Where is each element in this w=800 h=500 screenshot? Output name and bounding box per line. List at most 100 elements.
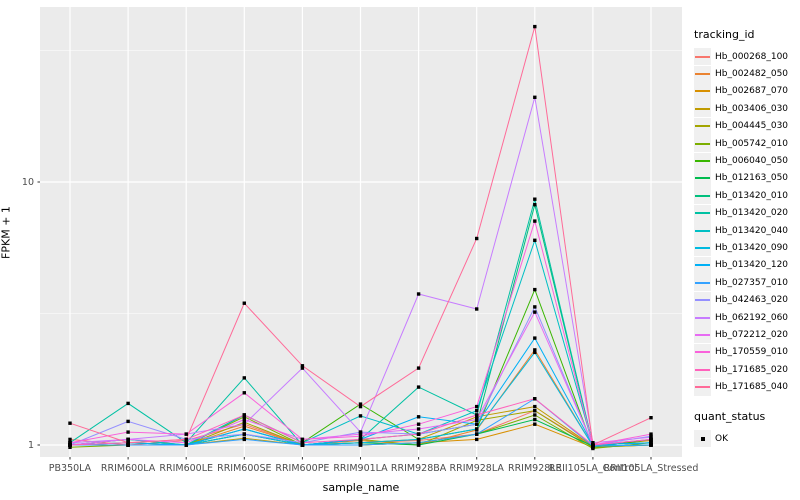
data-point [416, 443, 421, 447]
legend-label: Hb_042463_020 [715, 295, 789, 306]
data-point [358, 443, 363, 447]
legend-line-icon [695, 177, 710, 180]
data-point [242, 432, 246, 436]
legend-entry-Hb_042463_020: Hb_042463_020 [694, 291, 798, 309]
data-point [416, 427, 421, 431]
data-point [242, 422, 246, 426]
legend-key-Hb_002482_050 [694, 65, 711, 83]
data-point [475, 404, 479, 409]
legend-key-Hb_002687_070 [694, 82, 711, 100]
legend-key-Hb_027357_010 [694, 274, 711, 292]
x-tick-label: RRII105LA_Control [549, 463, 637, 474]
x-tick-label: RRIM928BA [391, 463, 447, 474]
legend-entry-ok: OK [694, 430, 798, 447]
data-point [416, 437, 421, 442]
legend-line-icon [695, 55, 710, 58]
data-point [533, 310, 537, 314]
data-point [475, 236, 479, 241]
legend-entry-Hb_004445_030: Hb_004445_030 [694, 117, 798, 135]
legend-panel: tracking_id Hb_000268_100 Hb_002482_050 Hb… [694, 28, 798, 447]
legend-label: Hb_062192_060 [715, 312, 789, 323]
data-point [533, 305, 537, 309]
data-point [533, 197, 537, 201]
data-point [358, 432, 363, 436]
data-point [649, 441, 653, 445]
legend-key-Hb_171685_040 [694, 378, 711, 396]
legend-entry-Hb_013420_040: Hb_013420_040 [694, 222, 798, 240]
legend-label: Hb_013420_120 [715, 260, 789, 271]
legend-label: Hb_171685_040 [715, 382, 789, 393]
legend-line-icon [695, 386, 710, 389]
data-point [184, 432, 188, 436]
legend-label-ok: OK [715, 433, 728, 444]
data-point [591, 441, 595, 445]
legend-tracking-entries: Hb_000268_100 Hb_002482_050 Hb_002687_070 H… [694, 48, 798, 396]
legend-entry-Hb_170559_010: Hb_170559_010 [694, 343, 798, 361]
legend-entry-Hb_005742_010: Hb_005742_010 [694, 135, 798, 153]
data-point [475, 437, 479, 442]
data-point [416, 415, 421, 419]
x-tick-label: RRIM928LA [450, 463, 505, 474]
data-point [126, 401, 130, 406]
legend-line-icon [695, 316, 710, 319]
legend-label: Hb_013420_090 [715, 242, 789, 253]
legend-line-icon [695, 246, 710, 249]
data-point [416, 385, 421, 389]
data-point [475, 409, 479, 413]
legend-entry-Hb_006040_050: Hb_006040_050 [694, 152, 798, 170]
data-point [126, 441, 130, 445]
x-tick-label: RRIM600LE [159, 463, 213, 474]
legend-entry-Hb_000268_100: Hb_000268_100 [694, 48, 798, 66]
data-point [300, 441, 305, 445]
legend-key-Hb_005742_010 [694, 135, 711, 153]
legend-label: Hb_170559_010 [715, 347, 789, 358]
data-point [533, 397, 537, 401]
legend-entry-Hb_027357_010: Hb_027357_010 [694, 274, 798, 292]
data-point [475, 307, 479, 311]
legend-key-Hb_003406_030 [694, 100, 711, 118]
x-tick-label: RRIM928LE [508, 463, 562, 474]
data-point [533, 287, 537, 292]
data-point [475, 413, 479, 417]
legend-key-Hb_013420_040 [694, 222, 711, 240]
data-point [533, 24, 537, 29]
data-point [184, 443, 188, 447]
data-point [68, 443, 72, 447]
legend-key-Hb_170559_010 [694, 343, 711, 361]
legend-line-icon [695, 194, 710, 197]
legend-label: Hb_002687_070 [715, 86, 789, 97]
x-tick-label: RRII105LA_Stressed [604, 463, 699, 474]
legend-key-Hb_013420_020 [694, 204, 711, 222]
data-point [475, 432, 479, 436]
legend-line-icon [695, 229, 710, 232]
legend-entry-Hb_013420_090: Hb_013420_090 [694, 239, 798, 257]
data-point [533, 409, 537, 413]
data-point [300, 443, 305, 447]
data-point [533, 413, 537, 417]
legend-entry-Hb_012163_050: Hb_012163_050 [694, 169, 798, 187]
legend-key-Hb_072212_020 [694, 326, 711, 344]
data-point [649, 437, 653, 442]
data-point [533, 219, 537, 223]
data-point [649, 443, 653, 447]
legend-line-icon [695, 264, 710, 267]
data-point [533, 336, 537, 340]
data-point [68, 445, 72, 449]
data-point [416, 292, 421, 296]
data-point [242, 301, 246, 305]
data-point [300, 364, 305, 368]
data-point [126, 443, 130, 447]
data-point [533, 350, 537, 355]
legend-label: Hb_002482_050 [715, 69, 789, 80]
legend-key-Hb_013420_120 [694, 256, 711, 274]
legend-label: Hb_013420_020 [715, 208, 789, 219]
legend-key-Hb_013420_090 [694, 239, 711, 257]
x-tick-label: PB350LA [49, 463, 92, 474]
data-point [358, 441, 363, 445]
x-tick-label: RRIM901LA [333, 463, 388, 474]
ok-square-icon [700, 436, 705, 441]
legend-label: Hb_027357_010 [715, 277, 789, 288]
data-point [242, 413, 246, 417]
x-tick-label: RRIM600PE [275, 463, 329, 474]
